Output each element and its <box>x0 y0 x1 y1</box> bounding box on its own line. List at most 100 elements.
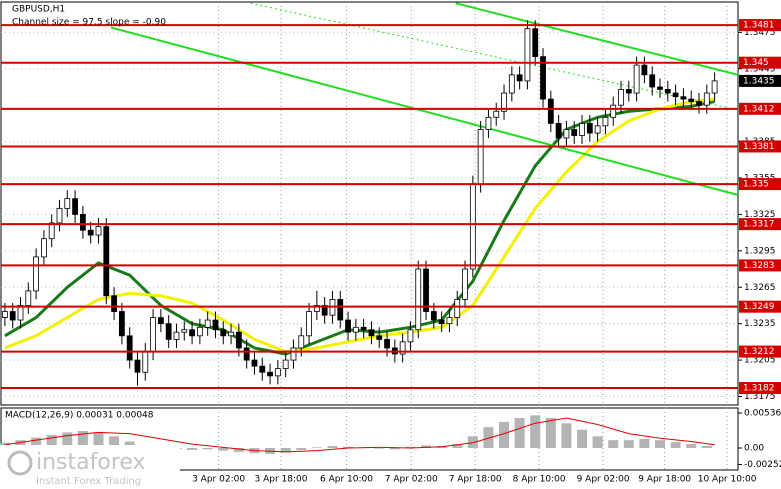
candle-body <box>501 92 507 112</box>
macd-bar <box>62 432 73 449</box>
x-tick-label: 3 Apr 02:00 <box>192 475 245 485</box>
candle-body <box>251 359 258 367</box>
candle-body <box>555 122 562 139</box>
candle-body <box>189 329 195 337</box>
candle-body <box>9 311 16 321</box>
macd-bar <box>233 448 244 452</box>
macd-bar <box>389 448 400 450</box>
candle-body <box>493 110 500 118</box>
x-tick-label: 7 Apr 18:00 <box>449 475 502 485</box>
y-tick-label: 1.3265 <box>744 283 776 293</box>
candle-body <box>235 331 242 349</box>
macd-bar <box>561 423 572 449</box>
candle-body <box>79 214 86 231</box>
macd-panel-frame <box>0 407 739 471</box>
macd-bar <box>109 436 120 449</box>
current-price-bg <box>739 74 781 87</box>
macd-signal <box>4 417 715 453</box>
level-label: 1.3412 <box>743 104 775 114</box>
candle-body <box>204 319 211 328</box>
macd-bar <box>592 436 603 449</box>
candle-body <box>368 329 375 337</box>
macd-bar <box>218 448 229 451</box>
x-tick-label: 6 Apr 10:00 <box>320 475 373 485</box>
candle-body <box>282 359 289 369</box>
candle-body <box>602 116 609 127</box>
level-label: 1.3283 <box>743 261 775 271</box>
candle-body <box>454 298 461 319</box>
candle-body <box>547 98 554 124</box>
candle-body <box>352 326 359 333</box>
candle-body <box>56 207 63 224</box>
current-price-label: 1.3435 <box>743 76 775 86</box>
candle-body <box>165 323 172 340</box>
y-tick-label: 1.3235 <box>744 319 776 329</box>
level-label: 1.335 <box>743 180 769 190</box>
x-tick-label: 9 Apr 02:00 <box>577 475 630 485</box>
candle-body <box>594 125 601 134</box>
level-label: 1.3249 <box>743 302 775 312</box>
trendline <box>250 2 739 111</box>
level-label-bg <box>739 19 781 32</box>
macd-bar <box>77 431 88 449</box>
macd-bar <box>15 440 26 449</box>
candle-body <box>95 226 102 236</box>
level-label-bg <box>739 140 781 153</box>
candle-body <box>173 331 180 340</box>
x-tick-label: 8 Apr 10:00 <box>513 475 566 485</box>
candle-body <box>1 311 8 319</box>
candle-body <box>579 122 585 136</box>
candle-body <box>345 319 351 333</box>
candle-body <box>157 317 164 325</box>
candle-body <box>563 129 570 139</box>
candle-body <box>711 80 718 94</box>
macd-bar <box>187 448 198 450</box>
candle-body <box>48 222 55 240</box>
candle-body <box>72 198 78 215</box>
y-tick-label: 1.3475 <box>744 28 776 38</box>
level-label: 1.3212 <box>743 347 775 357</box>
level-label-bg <box>739 102 781 115</box>
level-label-bg <box>739 218 781 231</box>
candle-body <box>142 351 149 373</box>
candle-body <box>415 268 422 331</box>
macd-bar <box>46 434 57 449</box>
macd-bar <box>31 437 42 449</box>
macd-y-tick-label: -0.00252 <box>744 460 781 470</box>
macd-bar <box>374 448 385 449</box>
level-label-bg <box>739 178 781 191</box>
macd-y-tick-label: 0.00536 <box>744 409 781 419</box>
candle-body <box>672 92 679 98</box>
y-tick-label: 1.3325 <box>744 210 776 220</box>
y-tick-label: 1.3205 <box>744 356 776 366</box>
candle-body <box>181 329 188 333</box>
candle-body <box>196 326 203 337</box>
macd-label: MACD(12,26,9) 0.00031 0.00048 <box>5 411 154 421</box>
candle-body <box>212 319 219 331</box>
x-tick-label: 10 Apr 10:00 <box>698 475 757 485</box>
macd-bar <box>467 436 478 449</box>
candle-body <box>220 329 227 337</box>
macd-bar <box>452 444 463 449</box>
level-label: 1.3481 <box>743 21 775 31</box>
level-label-bg <box>739 56 781 69</box>
y-tick-label: 1.3445 <box>744 64 776 74</box>
macd-bar <box>545 417 556 449</box>
macd-bar <box>499 421 510 449</box>
macd-bar <box>327 446 338 449</box>
candle-body <box>571 129 578 136</box>
candle-body <box>508 74 515 94</box>
candle-body <box>290 347 297 361</box>
candle-body <box>25 290 32 306</box>
macd-bar <box>608 440 619 449</box>
macd-bar <box>514 417 525 449</box>
x-tick-label: 7 Apr 02:00 <box>385 475 438 485</box>
macd-bar <box>405 446 416 449</box>
candle-body <box>243 347 250 361</box>
candle-body <box>376 335 383 340</box>
candle-body <box>516 74 523 82</box>
candle-body <box>430 311 437 321</box>
price-panel-frame <box>0 1 739 406</box>
